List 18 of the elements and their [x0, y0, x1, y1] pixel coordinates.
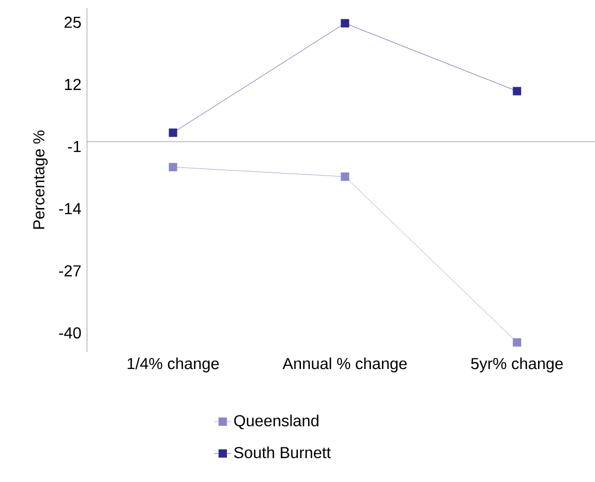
- point: [340, 19, 350, 28]
- y-tick-label: -40: [59, 327, 81, 339]
- point: [168, 162, 178, 172]
- y-tick-label: -27: [59, 265, 81, 276]
- x-tick-label: 5yr% change: [471, 358, 563, 372]
- point: [340, 172, 350, 181]
- x-tick-label: Annual % change: [282, 358, 407, 372]
- point: [512, 338, 522, 347]
- point: [168, 128, 178, 137]
- x-tick-label: 1/4% change: [128, 358, 219, 372]
- legend-label: South Burnett: [234, 446, 331, 458]
- legend-label: Queensland: [234, 414, 318, 430]
- y-axis-title: Percentage %: [33, 130, 48, 229]
- y-tick-label: 12: [64, 78, 81, 90]
- y-tick-label: -1: [68, 141, 81, 152]
- y-tick-label: -14: [59, 203, 82, 214]
- point: [512, 86, 522, 96]
- y-tick-label: 25: [64, 16, 81, 28]
